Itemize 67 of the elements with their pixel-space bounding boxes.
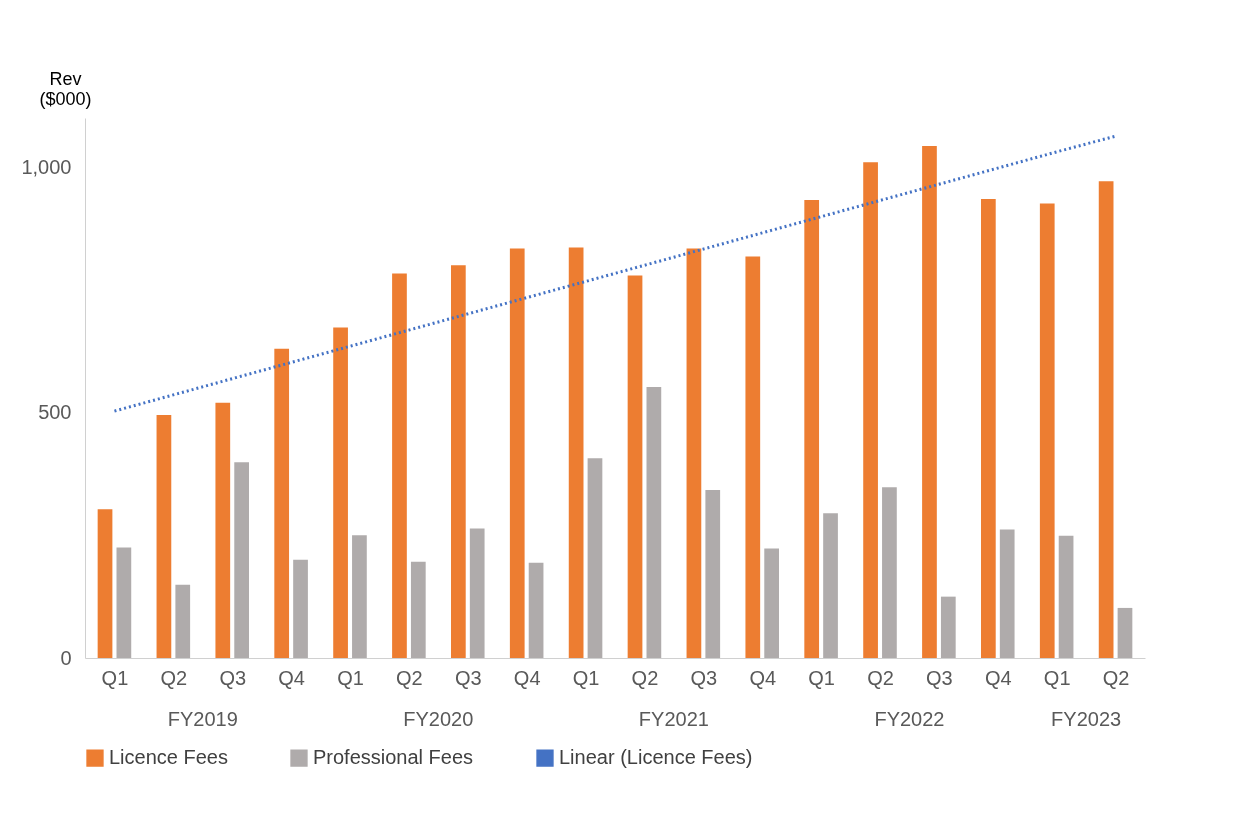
bar bbox=[764, 548, 780, 658]
bar bbox=[1058, 535, 1074, 658]
bar bbox=[940, 596, 956, 658]
bar bbox=[410, 561, 426, 658]
x-tick-label: Q1 bbox=[1043, 666, 1071, 689]
x-tick-label: Q2 bbox=[160, 666, 188, 689]
bar bbox=[450, 265, 466, 658]
bar bbox=[469, 528, 485, 658]
bar bbox=[745, 256, 761, 658]
text: FY2021 bbox=[638, 708, 709, 730]
x-tick-label: Q2 bbox=[396, 666, 423, 689]
text: FY2023 bbox=[1051, 708, 1122, 730]
bar bbox=[646, 387, 662, 658]
line-series bbox=[112, 134, 1118, 413]
bar bbox=[587, 458, 603, 658]
y-tick-label: 500 bbox=[38, 401, 72, 424]
bar bbox=[528, 562, 544, 658]
legend-label: Professional Fees bbox=[313, 746, 474, 769]
text: FY2019 bbox=[167, 708, 238, 730]
bar bbox=[922, 145, 937, 658]
y-tick-label: 0 bbox=[60, 646, 72, 669]
bar bbox=[882, 487, 897, 658]
bar bbox=[823, 513, 838, 658]
x-tick-label: Q3 bbox=[454, 666, 482, 689]
bar bbox=[568, 247, 584, 658]
bar bbox=[705, 490, 721, 658]
y-tick-label: 1,000 bbox=[21, 155, 72, 178]
x-tick-label: Q3 bbox=[690, 666, 718, 689]
x-tick-label: Q2 bbox=[867, 666, 894, 689]
x-tick-label: Q1 bbox=[101, 666, 129, 689]
x-tick-label: Q4 bbox=[984, 666, 1012, 689]
x-tick-label: Q2 bbox=[631, 666, 659, 689]
x-tick-label: Q3 bbox=[219, 666, 247, 689]
bar bbox=[804, 199, 820, 658]
bar bbox=[509, 248, 525, 658]
bar bbox=[116, 547, 132, 658]
x-tick-label: Q3 bbox=[926, 666, 953, 689]
legend-label: Linear (Licence Fees) bbox=[559, 746, 753, 769]
bar bbox=[352, 535, 367, 658]
bar bbox=[175, 584, 191, 658]
bar bbox=[1039, 203, 1055, 658]
x-tick-label: Q1 bbox=[808, 666, 835, 689]
x-tick-label: Q1 bbox=[572, 666, 600, 689]
text: FY2022 bbox=[874, 708, 945, 730]
x-tick-label: Q4 bbox=[278, 666, 305, 689]
text: FY2020 bbox=[403, 708, 474, 730]
bar bbox=[293, 559, 308, 658]
bar bbox=[333, 327, 348, 658]
y-axis-title: Rev ($000) bbox=[39, 68, 92, 109]
bar bbox=[392, 273, 407, 658]
legend-label: Licence Fees bbox=[109, 746, 228, 769]
x-tick-label: Q4 bbox=[513, 666, 541, 689]
bar bbox=[863, 162, 878, 658]
bar bbox=[627, 275, 643, 658]
bar bbox=[215, 402, 231, 658]
bar bbox=[274, 348, 290, 658]
bar bbox=[97, 509, 113, 658]
bar bbox=[234, 462, 250, 658]
bar bbox=[1117, 607, 1133, 658]
x-tick-label: Q2 bbox=[1102, 666, 1130, 689]
bar bbox=[686, 248, 702, 658]
bar bbox=[999, 529, 1015, 658]
bar bbox=[156, 415, 172, 658]
x-tick-label: Q1 bbox=[337, 666, 364, 689]
x-tick-label: Q4 bbox=[749, 666, 777, 689]
bar bbox=[980, 199, 996, 658]
bar bbox=[1098, 181, 1114, 658]
